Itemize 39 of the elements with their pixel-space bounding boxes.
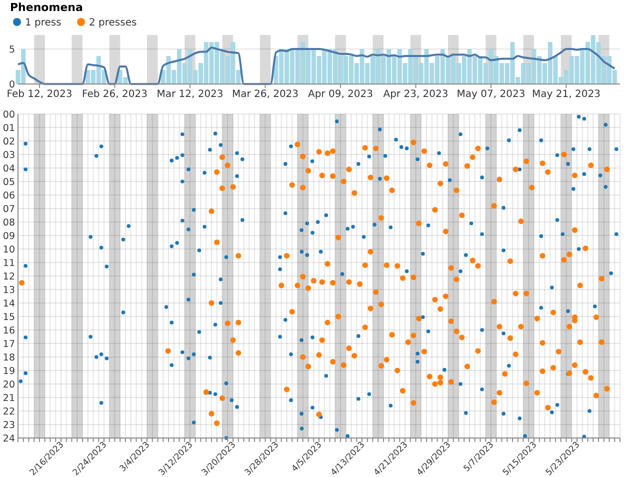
y-tick-label: 16 [2, 326, 15, 336]
y-tick-label: 19 [2, 366, 15, 377]
x-tick-label: Mar 26, 2023 [232, 89, 299, 100]
y-tick-label: 07 [2, 204, 15, 215]
y-tick-label: 10 [2, 244, 15, 256]
x-tick-label: May 21, 2023 [532, 89, 600, 100]
x-tick-label: Feb 12, 2023 [6, 89, 72, 100]
legend-title: Phenomena [10, 1, 83, 14]
y-tick-label: 11 [2, 258, 15, 269]
y-tick-label: 0 [8, 80, 15, 90]
y-tick-label: 00 [2, 110, 15, 120]
y-tick-label: 04 [2, 164, 15, 174]
line-series [17, 46, 616, 85]
x-tick-label: Apr 09, 2023 [308, 89, 374, 100]
y-tick-label: 5 [8, 44, 15, 56]
legend-label: 2 presses [89, 18, 137, 28]
y-tick-label: 09 [2, 231, 15, 242]
y-tick-label: 03 [2, 150, 15, 161]
y-tick-label: 18 [2, 352, 15, 364]
x-tick-label: Apr 23, 2023 [383, 89, 448, 100]
y-tick-label: 06 [2, 190, 15, 202]
y-tick-label: 05 [2, 177, 15, 188]
y-tick-label: 20 [2, 380, 15, 390]
y-tick-label: 17 [2, 339, 15, 350]
y-tick-label: 24 [2, 434, 15, 444]
y-tick-label: 23 [2, 420, 15, 431]
legend-label: 1 press [25, 18, 62, 28]
y-tick-label: 01 [2, 123, 15, 134]
y-tick-label: 13 [2, 285, 15, 296]
y-tick-label: 22 [2, 406, 15, 418]
y-tick-label: 02 [2, 136, 15, 148]
y-tick-label: 14 [2, 298, 15, 310]
x-tick-label: Feb 26, 2023 [82, 89, 148, 100]
y-tick-label: 08 [2, 218, 15, 228]
x-tick-label: May 07, 2023 [456, 89, 526, 100]
y-tick-label: 12 [2, 272, 15, 282]
x-tick-label: Mar 12, 2023 [156, 89, 224, 100]
y-tick-label: 15 [2, 312, 15, 323]
y-tick-label: 21 [2, 393, 15, 404]
